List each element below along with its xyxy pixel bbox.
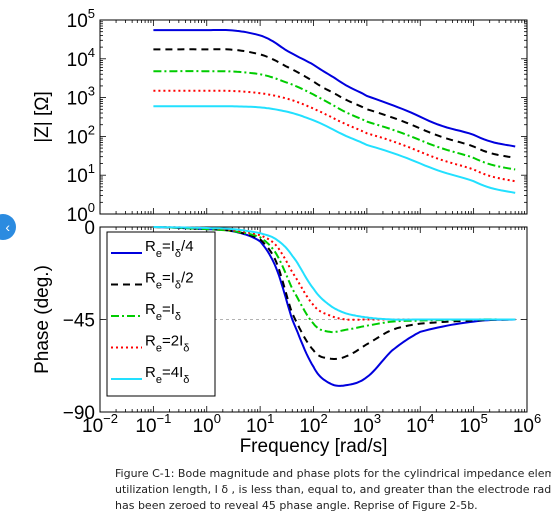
x-tick-label: 100	[193, 411, 221, 437]
magnitude-y-tick-label: 104	[67, 45, 95, 71]
bode-figure: 100 101 102 103 104 105 |Z| [Ω] 0 −45 −90 Phase (…	[32, 6, 541, 457]
phase-series-line	[153, 226, 516, 321]
legend: Re=Iδ/4 Re=Iδ/2 Re=Iδ Re=2Iδ Re=4Iδ	[106, 231, 216, 397]
magnitude-axes-box	[99, 19, 528, 215]
magnitude-series-line	[153, 105, 516, 194]
caption-line: Figure C-1: Bode magnitude and phase plo…	[115, 467, 551, 480]
magnitude-y-tick-label: 100	[67, 200, 95, 226]
x-tick-label: 10−2	[82, 411, 118, 437]
phase-y-tick-label: −45	[63, 311, 95, 332]
chevron-left-icon[interactable]: ‹	[0, 214, 16, 240]
phase-series-line	[153, 226, 516, 360]
legend-label: Re=4Iδ	[145, 364, 189, 386]
caption-line: has been zeroed to reveal 45 phase angle…	[115, 499, 478, 512]
magnitude-y-tick-label: 103	[67, 84, 95, 110]
x-axis: 10−2 10−1 100 101 102 103 104 105 106 Frequency […	[82, 411, 541, 457]
magnitude-series-line	[153, 48, 516, 159]
legend-label: Re=Iδ	[145, 301, 181, 323]
phase-panel: 0 −45 −90 Phase (deg.)	[32, 218, 528, 424]
magnitude-y-tick-label: 102	[67, 122, 95, 148]
phase-y-axis-label: Phase (deg.)	[32, 265, 53, 374]
phase-y-tick-label: −90	[63, 403, 95, 424]
magnitude-series-line	[153, 89, 516, 183]
legend-box	[106, 231, 216, 397]
magnitude-series-line	[153, 70, 516, 171]
x-tick-label: 102	[299, 411, 327, 437]
x-tick-label: 106	[513, 411, 541, 437]
x-tick-label: 10−1	[135, 411, 171, 437]
figure-caption: Figure C-1: Bode magnitude and phase plo…	[115, 466, 551, 514]
x-tick-label: 103	[353, 411, 381, 437]
x-tick-label: 105	[459, 411, 487, 437]
x-tick-label: 104	[406, 411, 434, 437]
magnitude-y-tick-label: 105	[67, 6, 95, 32]
phase-y-tick-label: 0	[84, 218, 95, 239]
phase-series-line	[153, 226, 516, 334]
magnitude-y-axis-label: |Z| [Ω]	[32, 91, 53, 143]
magnitude-series-line	[153, 29, 516, 148]
x-tick-label: 101	[246, 411, 274, 437]
legend-label: Re=Iδ/2	[145, 270, 194, 292]
legend-label: Re=2Iδ	[145, 333, 189, 355]
legend-label: Re=Iδ/4	[145, 238, 194, 260]
x-axis-label: Frequency [rad/s]	[240, 436, 388, 457]
magnitude-panel: 100 101 102 103 104 105 |Z| [Ω]	[32, 6, 528, 226]
magnitude-y-tick-label: 101	[67, 161, 95, 187]
caption-line: utilization length, I δ , is less than, …	[115, 483, 551, 496]
